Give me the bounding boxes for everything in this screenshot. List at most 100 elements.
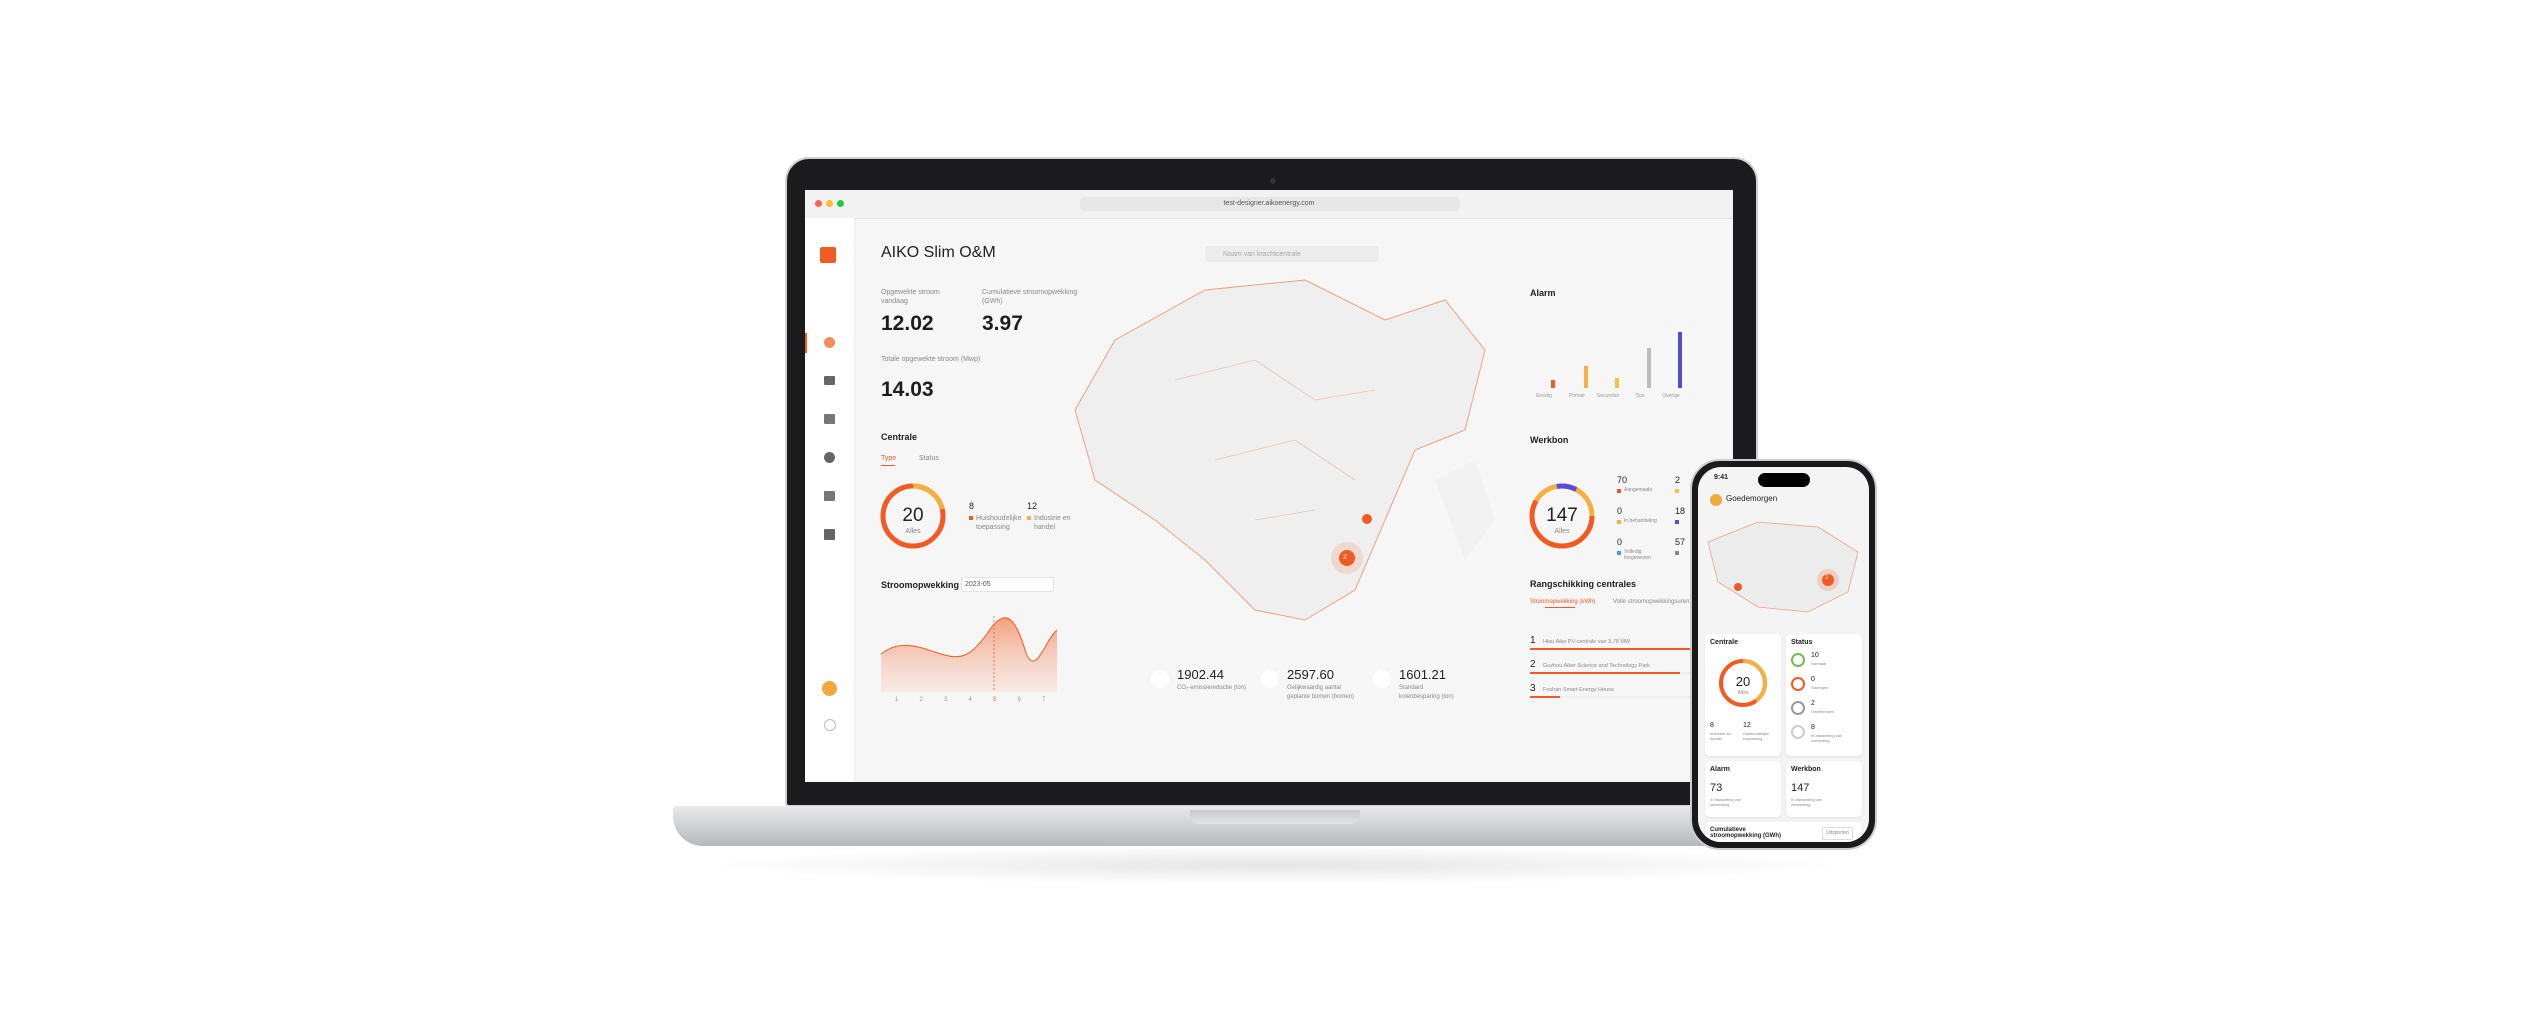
progress-bar — [1530, 672, 1680, 674]
rank: 2 — [1530, 659, 1536, 670]
search-box[interactable] — [1205, 246, 1379, 262]
x-tick-label: 2 — [919, 697, 923, 703]
card-label: In afwachting van verwerking — [1710, 797, 1742, 807]
tab[interactable]: Stroomopwekking (kWh) — [1530, 599, 1596, 605]
legend-value: 0 — [1617, 537, 1623, 547]
date-value: 2023-05 — [965, 581, 991, 588]
laptop-notch — [1190, 810, 1360, 824]
settings-icon[interactable] — [824, 719, 836, 731]
status-ring — [1791, 653, 1805, 667]
card — [1786, 761, 1862, 817]
legend-label: Huishoudelijke toepassing — [976, 515, 1022, 531]
section-title: Stroomopwekking — [881, 580, 960, 590]
map-stat-label: CO₂-emissiereductie (ton) — [1177, 685, 1247, 691]
card-label: In afwachting van verwerking — [1791, 797, 1823, 807]
legend-label: In behandeling — [1624, 518, 1657, 524]
status-value: 2 — [1811, 700, 1815, 707]
x-tick-label: Ernstig — [1536, 393, 1552, 399]
status-ring — [1791, 677, 1805, 691]
card — [1705, 761, 1781, 817]
browser-toolbar: test-designer.aikoenergy.com — [805, 190, 1733, 219]
legend-value: 8 — [1710, 722, 1714, 729]
legend-label: Aangemaakt — [1624, 487, 1653, 493]
nav-icon[interactable] — [824, 376, 835, 385]
card-title: Alarm — [1710, 766, 1730, 773]
legend-value: 18 — [1675, 506, 1686, 516]
x-tick-label: 4 — [968, 697, 972, 703]
map-stat-value: 1601.21 — [1399, 667, 1446, 682]
row-name: Guzhou Aiker Science and Technology Park — [1543, 663, 1650, 669]
logo — [820, 247, 836, 263]
window-zoom — [837, 200, 844, 207]
window-close — [815, 200, 822, 207]
status-value: 8 — [1811, 724, 1815, 731]
legend-value: 2 — [1675, 475, 1681, 485]
avatar[interactable] — [822, 681, 837, 696]
status-list: 10 Normaal 0 Storingen 2 Onderbroken 8 In afwac… — [1791, 652, 1861, 753]
card — [1705, 634, 1781, 756]
area-line — [881, 617, 1057, 662]
section-title: Centrale — [881, 432, 918, 442]
nav-icon[interactable] — [824, 337, 835, 348]
x-tick-label: 6 — [1017, 697, 1021, 703]
status-ring — [1791, 701, 1805, 715]
donut-unit: Alles — [1554, 528, 1570, 535]
status-value: 0 — [1811, 676, 1815, 683]
status-label: Onderbroken — [1811, 709, 1835, 714]
card-title: Status — [1791, 639, 1813, 646]
legend-swatch — [1617, 489, 1621, 493]
map-stat-label: Standard kolenbesparing (ton) — [1399, 685, 1454, 700]
legend-label: Volledig toegewezen — [1624, 549, 1651, 561]
map-stat-value: 1902.44 — [1177, 667, 1224, 682]
x-tick-label: 5 — [993, 697, 997, 703]
rank: 3 — [1530, 683, 1536, 694]
x-tick-label: 1 — [895, 697, 899, 703]
tab[interactable]: Status — [919, 455, 939, 462]
tab[interactable]: Volle stroomopwekkingsuren — [1613, 599, 1690, 605]
nav-icon[interactable] — [824, 452, 835, 463]
window-minimize — [826, 200, 833, 207]
werkbon-legend: 70 Aangemaakt 0 In behandeling 0 Volledig toe… — [1617, 475, 1733, 565]
stat-value: 12.02 — [881, 312, 934, 335]
x-tick-label: Secundair — [1596, 393, 1620, 399]
url: test-designer.aikoenergy.com — [1223, 200, 1315, 207]
legend-value: 70 — [1617, 475, 1628, 485]
nav-icon[interactable] — [824, 491, 835, 501]
map-land — [1435, 460, 1495, 560]
map-land — [1707, 521, 1859, 613]
laptop-camera — [1270, 178, 1276, 184]
bar — [1551, 380, 1555, 388]
nav-icon[interactable] — [824, 529, 835, 540]
legend-value: 8 — [969, 501, 975, 511]
progress-track — [1530, 696, 1733, 698]
stat-label: Totale opgewekte stroom (Mwp) — [881, 356, 981, 363]
section-title: Werkbon — [1530, 435, 1569, 445]
row-name: Foshan Smart Energy House — [1543, 687, 1614, 693]
legend-value: 57 — [1675, 537, 1686, 547]
map-border — [1174, 359, 1376, 521]
tab[interactable]: Type — [881, 455, 897, 462]
laptop-screen: test-designer.aikoenergy.com 2 AIKO Slim… — [805, 190, 1733, 782]
date-picker[interactable] — [961, 577, 1054, 592]
bar — [1584, 366, 1588, 388]
card-title: Centrale — [1710, 639, 1739, 646]
search-placeholder: Naam van krachtcentrale — [1223, 251, 1301, 258]
phone-screen: 9:41 Goedemorgen 2 Centrale 20 Alles 8 I… — [1698, 467, 1869, 842]
status-label: In afwachting van verbinding — [1811, 733, 1843, 743]
donut-total: 20 — [902, 505, 924, 526]
stat-label: Opgewekte stroom vandaag — [881, 289, 940, 305]
nav-icon[interactable] — [824, 414, 835, 424]
export-button[interactable]: Uitsporten — [1822, 827, 1853, 840]
legend-value: 0 — [1617, 506, 1623, 516]
map-marker — [1339, 550, 1355, 566]
rank: 1 — [1530, 635, 1536, 646]
map-marker-count: 2 — [1825, 575, 1829, 581]
bar — [1647, 348, 1651, 388]
progress-bar — [1530, 648, 1690, 650]
dynamic-island — [1758, 473, 1810, 487]
legend-label: Industrie en handel — [1710, 731, 1731, 741]
address-bar — [1080, 197, 1460, 211]
x-axis: 1 2 3 4 5 6 7 — [895, 697, 1055, 707]
donut-segment — [880, 483, 946, 549]
row-name: Hiau Aiko PV-centrale van 3,78 MW — [1543, 639, 1631, 645]
